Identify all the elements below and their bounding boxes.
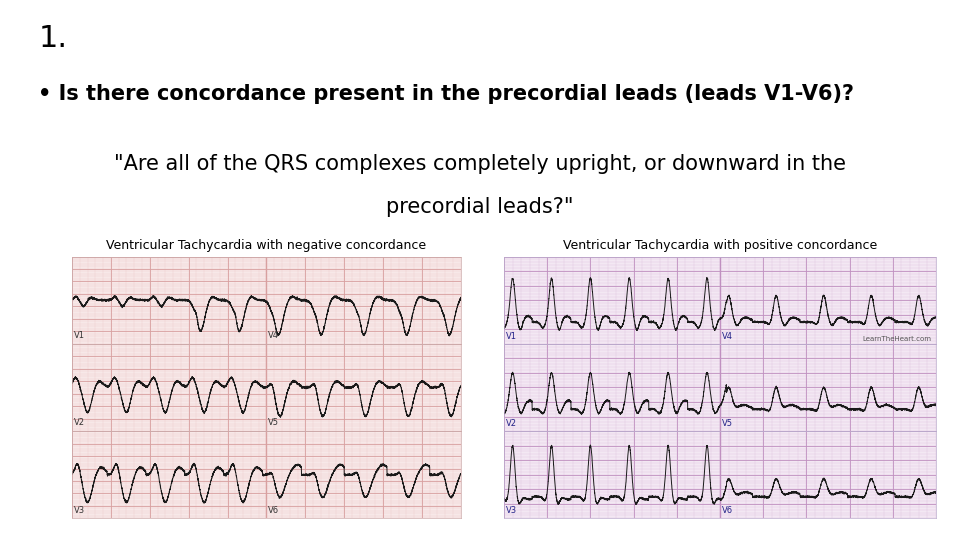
- Text: V1: V1: [506, 332, 517, 341]
- Text: V6: V6: [269, 505, 279, 515]
- Text: V2: V2: [506, 419, 517, 428]
- Text: V3: V3: [506, 507, 517, 516]
- Text: V5: V5: [722, 419, 733, 428]
- Text: 1.: 1.: [38, 24, 67, 53]
- Text: V4: V4: [722, 332, 733, 341]
- Text: Ventricular Tachycardia with negative concordance: Ventricular Tachycardia with negative co…: [107, 239, 426, 252]
- Text: V4: V4: [269, 331, 279, 340]
- Text: V6: V6: [722, 507, 733, 516]
- Text: V3: V3: [74, 505, 85, 515]
- Text: "Are all of the QRS complexes completely upright, or downward in the: "Are all of the QRS complexes completely…: [114, 154, 846, 174]
- Text: V2: V2: [74, 418, 84, 427]
- Text: Ventricular Tachycardia with positive concordance: Ventricular Tachycardia with positive co…: [563, 239, 877, 252]
- Text: • Is there concordance present in the precordial leads (leads V1-V6)?: • Is there concordance present in the pr…: [38, 84, 854, 104]
- Text: V1: V1: [74, 331, 84, 340]
- Text: precordial leads?": precordial leads?": [386, 197, 574, 217]
- Text: V5: V5: [269, 418, 279, 427]
- Text: LearnTheHeart.com: LearnTheHeart.com: [863, 336, 932, 342]
